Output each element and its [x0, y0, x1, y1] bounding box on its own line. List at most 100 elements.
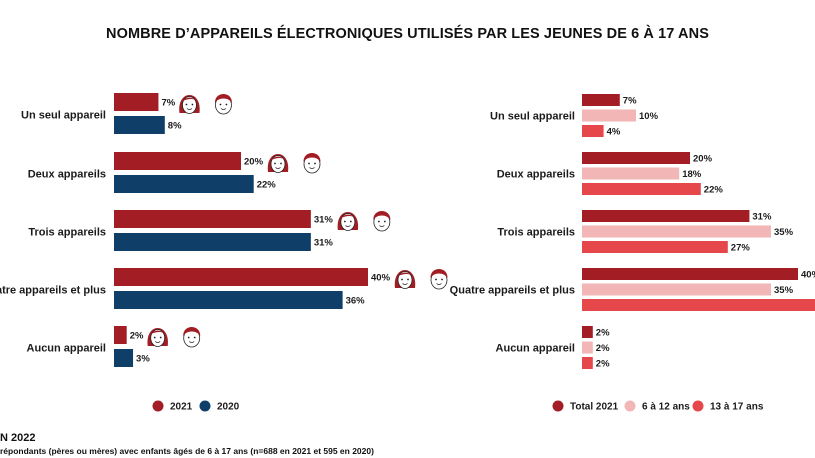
bar-Total 2021	[582, 210, 750, 222]
girl-face-icon	[337, 212, 359, 231]
girl-face	[340, 213, 356, 231]
data-label: 10%	[639, 111, 659, 122]
bar-2021	[114, 326, 127, 344]
legend-marker	[552, 400, 564, 412]
legend-label: 13 à 17 ans	[710, 402, 764, 413]
girl-fringe	[271, 156, 285, 160]
girl-face-icon	[147, 328, 168, 347]
bar-2021	[114, 210, 311, 228]
eye	[159, 336, 162, 339]
category-label: Trois appareils	[28, 227, 106, 239]
legend-label: Total 2021	[570, 402, 619, 413]
data-label: 20%	[693, 154, 713, 165]
boy-hair	[430, 269, 448, 278]
data-label: 18%	[682, 169, 702, 180]
eye	[435, 278, 437, 281]
eye	[441, 278, 443, 281]
chart-left: Un seul appareil 7% 8% Deux appareils 20% 22%…	[0, 93, 448, 367]
mouth	[154, 341, 161, 343]
bar-6 à 12 ans	[582, 109, 636, 122]
eye	[349, 220, 352, 223]
eye	[185, 103, 188, 106]
data-label: 35%	[774, 227, 794, 238]
girl-face-icon	[267, 154, 289, 173]
legend-label: 2020	[217, 402, 240, 413]
mouth	[379, 225, 385, 227]
data-label: 8%	[168, 121, 182, 132]
bar-Total 2021	[582, 268, 798, 280]
legend-label: 6 à 12 ans	[642, 402, 690, 413]
data-label: 31%	[314, 238, 334, 249]
bar-2020	[114, 233, 311, 251]
legend-marker	[692, 400, 704, 412]
boy-hair	[183, 327, 201, 336]
data-label: 7%	[623, 96, 637, 107]
bar-Total 2021	[582, 326, 593, 338]
bar-6 à 12 ans	[582, 341, 593, 354]
data-label: 31%	[314, 215, 334, 226]
eye	[308, 162, 310, 165]
data-label: 40%	[371, 273, 391, 284]
girl-face	[397, 271, 413, 289]
legend-marker	[624, 400, 636, 412]
data-label: 20%	[244, 157, 264, 168]
mouth	[309, 167, 315, 169]
mouth	[402, 283, 408, 285]
category-label: Aucun appareil	[496, 343, 575, 355]
boy-hair	[373, 211, 391, 220]
girl-fringe	[398, 272, 412, 276]
mouth	[188, 341, 195, 343]
data-label: 2%	[596, 343, 610, 354]
category-label: Trois appareils	[497, 227, 575, 239]
source-line-2: répondants (pères ou mères) avec enfants…	[0, 446, 374, 456]
data-label: 31%	[752, 212, 772, 223]
boy-face-icon	[373, 211, 391, 232]
bar-2021	[114, 268, 368, 286]
boy-face-icon	[303, 153, 321, 174]
legend-left: 2021 2020	[152, 400, 240, 413]
boy-face-icon	[183, 327, 201, 348]
bar-13 à 17 ans	[582, 125, 604, 137]
eye	[274, 162, 276, 165]
chart-title: NOMBRE D’APPAREILS ÉLECTRONIQUES UTILISÉ…	[106, 26, 709, 42]
source-line-1: N 2022	[0, 432, 36, 444]
category-label: Quatre appareils et plus	[450, 285, 575, 297]
eye	[225, 103, 228, 106]
boy-face-icon	[430, 269, 448, 290]
girl-fringe	[182, 97, 197, 101]
bar-2020	[114, 116, 165, 134]
eye	[407, 278, 409, 281]
data-label: 2%	[596, 359, 610, 370]
eye	[193, 336, 196, 339]
bar-Total 2021	[582, 152, 690, 164]
bar-6 à 12 ans	[582, 283, 771, 296]
boy-face-icon	[214, 94, 232, 115]
category-label: Quatre appareils et plus	[0, 285, 106, 297]
data-label: 22%	[704, 185, 724, 196]
data-label: 22%	[257, 180, 277, 191]
category-label: Deux appareils	[28, 169, 106, 181]
bar-13 à 17 ans	[582, 183, 701, 195]
bar-6 à 12 ans	[582, 225, 771, 238]
eye	[314, 162, 316, 165]
bar-13 à 17 ans	[582, 299, 815, 311]
eye	[191, 103, 194, 106]
girl-face	[270, 155, 286, 173]
data-label: 27%	[731, 243, 751, 254]
girl-fringe	[340, 214, 355, 218]
eye	[377, 220, 380, 223]
category-label: Un seul appareil	[21, 110, 106, 122]
bar-13 à 17 ans	[582, 241, 728, 253]
girl-face	[150, 329, 166, 347]
mouth	[186, 108, 193, 110]
eye	[343, 220, 346, 223]
category-label: Deux appareils	[497, 169, 575, 181]
category-label: Un seul appareil	[490, 111, 575, 123]
data-label: 7%	[161, 98, 175, 109]
bar-2020	[114, 175, 254, 193]
legend-label: 2021	[170, 402, 193, 413]
data-label: 35%	[774, 285, 794, 296]
boy-hair	[214, 94, 232, 103]
eye	[219, 103, 222, 106]
